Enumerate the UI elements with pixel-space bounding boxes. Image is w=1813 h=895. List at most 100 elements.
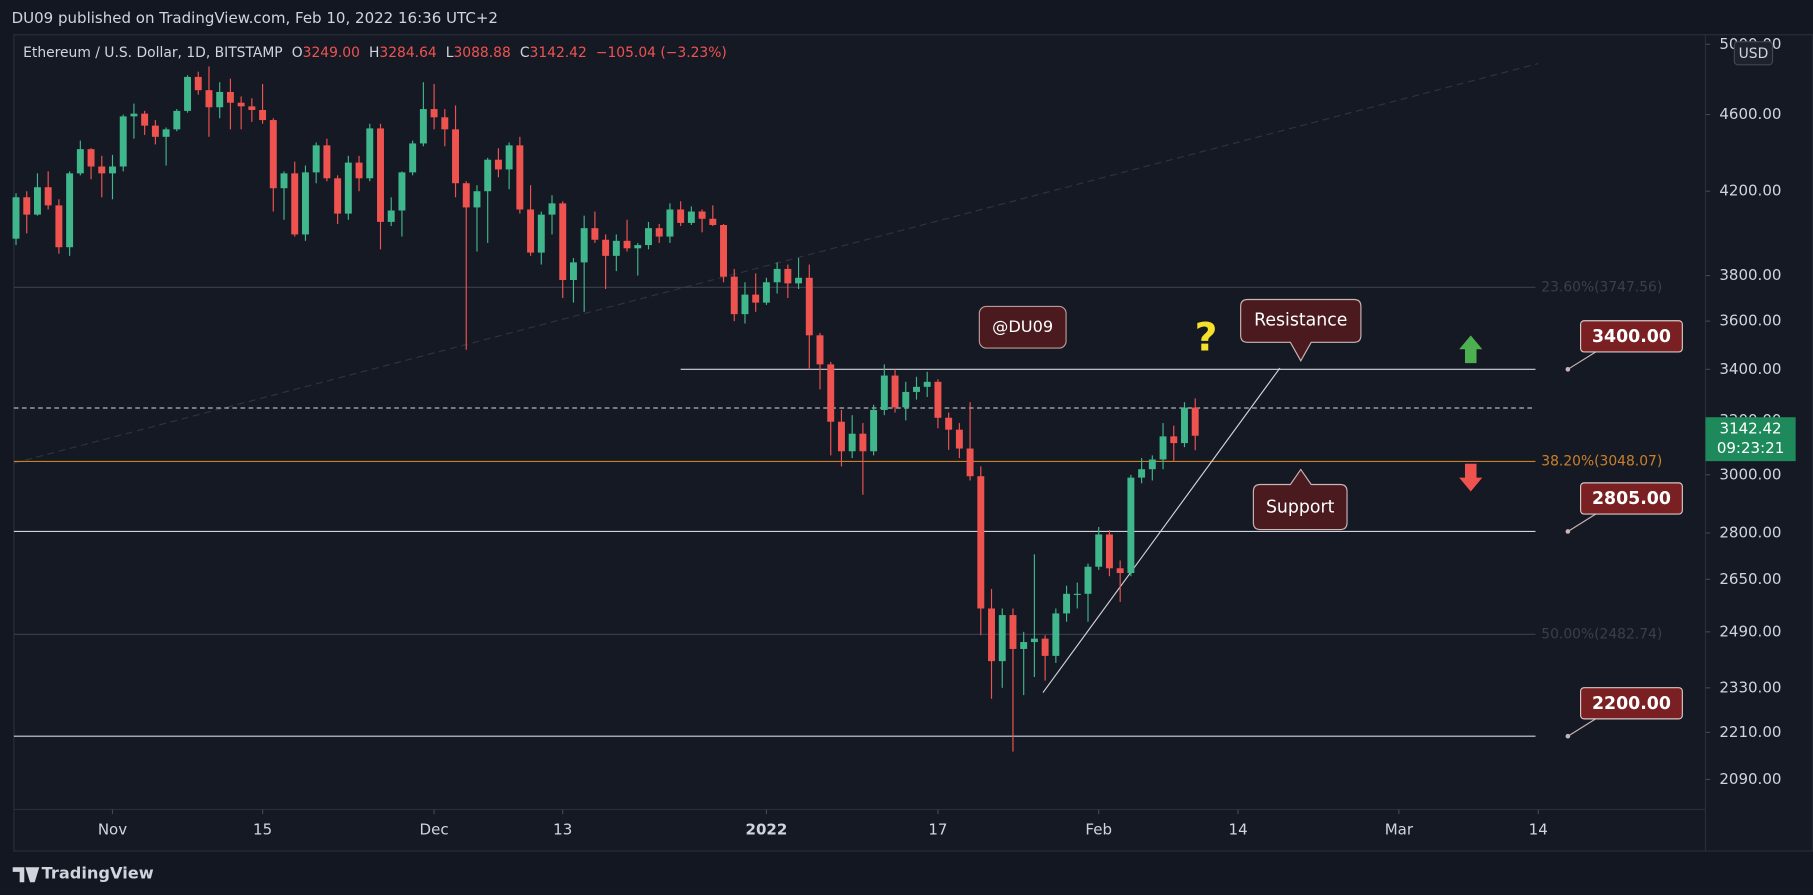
resistance-callout	[1240, 298, 1362, 362]
y-tick-label: 3400.00	[1719, 360, 1781, 378]
candle-body	[366, 128, 374, 179]
y-tick-label: 3000.00	[1719, 465, 1781, 483]
candle-body	[880, 375, 888, 410]
currency-label: USD	[1739, 46, 1769, 62]
fan-line	[13, 62, 1539, 464]
candle-body	[55, 205, 63, 248]
candle-body	[527, 209, 535, 253]
x-tick-label: Nov	[98, 821, 127, 839]
candle-body	[559, 203, 567, 281]
level-label: 3400.00	[1592, 327, 1671, 347]
brand: TradingView	[42, 864, 154, 883]
candle-body	[870, 409, 878, 452]
candle-body	[387, 210, 395, 222]
published-line: DU09 published on TradingView.com, Feb 1…	[12, 9, 498, 27]
legend-value: 3142.42	[530, 45, 587, 61]
x-tick-label: Mar	[1385, 821, 1414, 839]
x-tick-label: 14	[1229, 821, 1248, 839]
candle-body	[516, 145, 524, 210]
candle-body	[784, 268, 792, 284]
candle-body	[344, 162, 352, 214]
candle-body	[269, 120, 277, 189]
fib-label: 23.60%(3747.56)	[1541, 279, 1662, 295]
candle-body	[548, 203, 556, 215]
candle-body	[1181, 407, 1188, 444]
legend-value: 3284.64	[379, 45, 436, 61]
candle-body	[569, 262, 577, 281]
x-tick-label: 15	[253, 821, 272, 839]
y-tick-label: 2650.00	[1719, 570, 1781, 588]
author-box	[978, 305, 1067, 349]
candle-body	[248, 106, 256, 110]
candle-body	[816, 335, 824, 365]
candle-body	[955, 429, 963, 449]
candle-body	[805, 277, 813, 336]
legend-key: L	[446, 45, 454, 61]
candle-body	[741, 294, 749, 315]
candle-body	[398, 172, 406, 211]
x-tick-label: Feb	[1085, 821, 1112, 839]
candle-body	[98, 166, 106, 174]
legend-key: C	[520, 45, 530, 61]
candle-body	[334, 178, 342, 214]
candle-body	[76, 149, 84, 174]
candle-body	[312, 145, 320, 173]
candle-body	[580, 228, 588, 263]
support-callout	[1252, 468, 1348, 531]
candle-body	[66, 173, 74, 248]
legend-key: O	[292, 45, 303, 61]
candle-body	[998, 615, 1006, 662]
up-arrow	[1459, 335, 1483, 364]
candle-body	[1127, 477, 1135, 574]
candle-body	[795, 277, 803, 284]
candle-body	[655, 228, 663, 237]
fib-label: 38.20%(3048.07)	[1541, 453, 1662, 469]
candle-body	[119, 116, 127, 167]
candle-body	[194, 76, 202, 91]
candle-body	[226, 91, 234, 103]
x-tick-label: Dec	[420, 821, 449, 839]
candle-body	[1030, 638, 1038, 643]
candle-body	[494, 159, 502, 170]
candle-body	[977, 476, 985, 609]
candle-body	[462, 183, 470, 208]
y-tick-label: 3600.00	[1719, 312, 1781, 330]
candle-body	[709, 218, 717, 225]
trend-line	[1042, 367, 1281, 693]
candle-body	[1073, 593, 1081, 595]
x-tick-label: 14	[1529, 821, 1548, 839]
candle-body	[184, 76, 192, 111]
candle-body	[1148, 459, 1156, 470]
candle-body	[1095, 534, 1103, 567]
candle-body	[12, 197, 20, 239]
level-callout	[1567, 513, 1596, 532]
candle-body	[441, 117, 449, 130]
candle-body	[848, 433, 856, 452]
level-box	[1580, 320, 1683, 353]
candles	[12, 66, 1199, 752]
support-label: Support	[1266, 498, 1335, 518]
candle-body	[537, 214, 545, 253]
candle-body	[602, 239, 610, 256]
x-tick-label: 13	[553, 821, 572, 839]
candle-body	[419, 109, 427, 144]
candle-body	[1159, 436, 1167, 460]
candle-body	[645, 228, 652, 246]
candle-body	[280, 173, 288, 189]
candle-body	[988, 608, 995, 662]
candle-body	[762, 282, 770, 303]
candle-body	[430, 109, 438, 118]
level-box	[1580, 482, 1683, 515]
question-mark: ?	[1195, 315, 1218, 360]
chart-panel	[13, 34, 1813, 852]
candle-body	[859, 433, 867, 452]
symbol-title: Ethereum / U.S. Dollar, 1D, BITSTAMP	[23, 45, 283, 61]
candle-body	[612, 240, 620, 256]
candle-body	[773, 268, 781, 283]
y-tick-label: 2490.00	[1719, 622, 1781, 640]
level-label: 2805.00	[1592, 489, 1671, 509]
candle-body	[687, 211, 695, 223]
level-box	[1580, 687, 1683, 720]
